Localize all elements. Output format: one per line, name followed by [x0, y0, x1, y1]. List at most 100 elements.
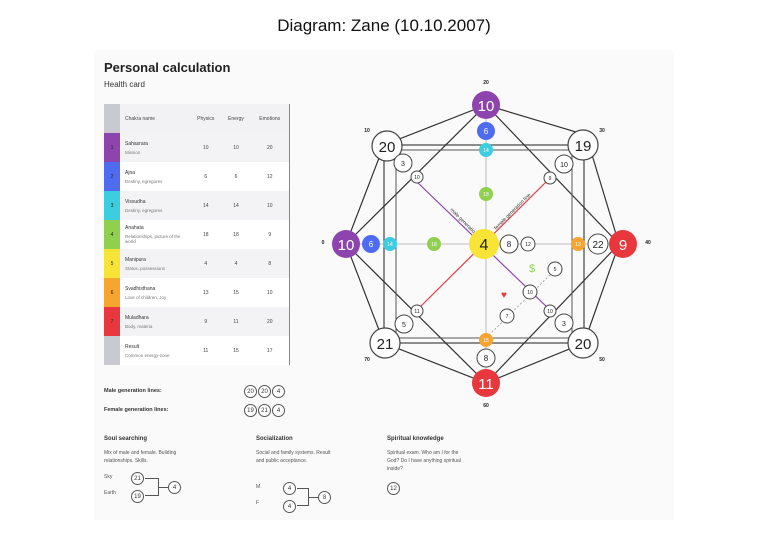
f-label: F [256, 500, 260, 506]
chakra-name-cell: Vissudha Destiny, egregores [120, 191, 190, 220]
emotions-value: 17 [250, 336, 290, 365]
right-node [609, 230, 637, 258]
svg-text:9: 9 [619, 237, 627, 254]
energy-value: 6 [221, 162, 251, 191]
svg-text:5: 5 [554, 267, 557, 273]
chakra-number: 7 [104, 307, 120, 336]
chakra-desc: Destiny, egregores [125, 207, 163, 213]
svg-text:5: 5 [402, 322, 406, 329]
energy-value: 15 [221, 336, 251, 365]
health-card-table: Chakra name Physics Energy Emotions 1 Sa… [104, 104, 290, 365]
section-heading: Personal calculation [104, 60, 231, 75]
svg-text:12: 12 [525, 242, 531, 248]
header-color-cell [104, 104, 120, 133]
value-circle: 20 [258, 385, 271, 398]
svg-text:50: 50 [599, 357, 605, 363]
chakra-desc: Status, possessions [125, 265, 166, 271]
svg-text:20: 20 [483, 80, 489, 86]
chakra-name-cell: Result Common energy-zone [120, 336, 190, 365]
male-lines-values: 20 20 4 [244, 385, 285, 398]
table-row: 2 Ajna Destiny, egregores 6 6 12 [104, 162, 290, 191]
header-chakra-name: Chakra name [120, 104, 190, 133]
soul-searching-desc: Mix of male and female. Building relatio… [104, 450, 177, 464]
chakra-name: Muladhara [125, 314, 149, 321]
chakra-desc: Body, materia [125, 323, 153, 329]
header-energy: Energy [221, 104, 251, 133]
m-value: 4 [283, 482, 296, 495]
svg-text:20: 20 [379, 139, 396, 156]
matrix-diagram: male generation line female generation l… [322, 80, 651, 409]
bracket-line [309, 497, 318, 498]
svg-text:14: 14 [387, 242, 393, 248]
svg-text:11: 11 [414, 309, 419, 315]
svg-text:10: 10 [414, 175, 420, 181]
physics-value: 13 [190, 278, 222, 307]
heart-icon: ♥ [501, 290, 507, 301]
earth-value: 19 [131, 490, 144, 503]
physics-value: 18 [190, 220, 222, 249]
f-value: 4 [283, 500, 296, 513]
center-node [469, 229, 499, 259]
energy-value: 10 [221, 133, 251, 162]
emotions-value: 20 [250, 307, 290, 336]
chakra-name-cell: Anahata Relationships, picture of the wor… [120, 220, 190, 249]
spiritual-title: Spiritual knowledge [387, 436, 444, 442]
svg-text:10: 10 [338, 237, 355, 254]
svg-text:11: 11 [478, 376, 494, 393]
female-lines-values: 19 21 4 [244, 404, 285, 417]
svg-text:6: 6 [484, 127, 489, 136]
chakra-name: Ajna [125, 169, 136, 176]
svg-text:7: 7 [506, 314, 509, 320]
header-emotions: Emotions [250, 104, 290, 133]
chakra-desc: Destiny, egregores [125, 178, 163, 184]
physics-value: 11 [190, 336, 222, 365]
table-row: 7 Muladhara Body, materia 9 11 20 [104, 307, 290, 336]
emotions-value: 9 [250, 220, 290, 249]
energy-value: 15 [221, 278, 251, 307]
svg-text:18: 18 [431, 242, 437, 248]
chakra-number: 2 [104, 162, 120, 191]
svg-text:6: 6 [369, 240, 374, 249]
chakra-name: Anahata [125, 225, 144, 231]
svg-text:10: 10 [560, 162, 568, 169]
chakra-name-cell: Muladhara Body, materia [120, 307, 190, 336]
chakra-number: 3 [104, 191, 120, 220]
chakra-number: 4 [104, 220, 120, 249]
bracket [297, 488, 309, 506]
chakra-name: Manipura [125, 256, 146, 263]
bottom-node [472, 369, 500, 397]
physics-value: 9 [190, 307, 222, 336]
svg-text:70: 70 [364, 357, 370, 363]
value-circle: 21 [258, 404, 271, 417]
chakra-name: Svadhisthana [125, 285, 156, 292]
value-circle: 4 [272, 385, 285, 398]
left-node [332, 230, 360, 258]
svg-text:10: 10 [547, 309, 553, 315]
value-circle: 4 [272, 404, 285, 417]
sky-label: Sky [104, 474, 113, 480]
chakra-name: Vissudha [125, 198, 146, 205]
earth-label: Earth [104, 490, 116, 496]
physics-value: 10 [190, 133, 222, 162]
section-subheading: Health card [104, 80, 145, 89]
bracket [145, 478, 159, 496]
socialization-desc: Social and family systems. Result and pu… [256, 450, 331, 464]
energy-value: 4 [221, 249, 251, 278]
svg-text:4: 4 [480, 237, 489, 254]
spiritual-value: 12 [387, 482, 400, 495]
table-row: 4 Anahata Relationships, picture of the w… [104, 220, 290, 249]
m-label: M [256, 484, 261, 490]
emotions-value: 20 [250, 133, 290, 162]
page-title: Diagram: Zane (10.10.2007) [277, 16, 491, 35]
svg-text:13: 13 [575, 242, 581, 248]
svg-text:8: 8 [484, 354, 489, 363]
energy-value: 11 [221, 307, 251, 336]
male-lines-label: Male generation lines: [104, 388, 162, 394]
svg-text:21: 21 [377, 336, 394, 353]
svg-text:22: 22 [592, 240, 604, 251]
svg-text:8: 8 [507, 240, 512, 249]
chakra-desc: Love of children, Joy [125, 294, 167, 300]
dollar-icon: $ [529, 263, 535, 275]
socialization-title: Socialization [256, 436, 293, 442]
emotions-value: 10 [250, 278, 290, 307]
